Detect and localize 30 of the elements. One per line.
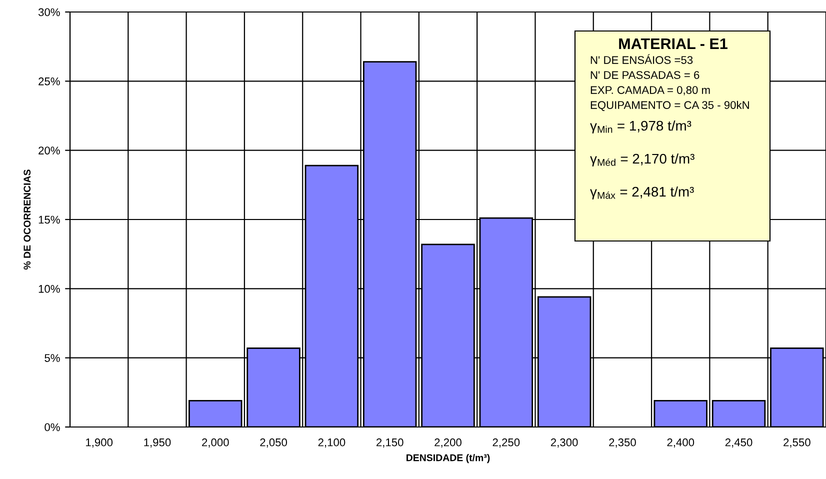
- annotation: N' DE PASSADAS = 6: [590, 71, 700, 79]
- annotation: MATERIAL - E1: [619, 38, 728, 49]
- annotation: γ$_{Máx}$ = 2,481 t/m³: [590, 186, 694, 200]
- x-tick-label: 2,000: [202, 438, 229, 448]
- y-axis-title: % DE OCORRENCIAS: [24, 170, 31, 270]
- x-tick-label: 1,900: [86, 438, 113, 448]
- y-tick-label: 30%: [38, 8, 60, 16]
- x-tick-label: 1,950: [144, 438, 171, 448]
- x-tick-label: 2,100: [318, 438, 346, 448]
- y-tick-label: 10%: [38, 284, 60, 293]
- annotation: N' DE ENSÁIOS =53: [590, 54, 693, 64]
- y-tick-label: 25%: [38, 77, 60, 86]
- annotation: EXP. CAMADA = 0,80 m: [590, 86, 710, 96]
- y-tick-label: 15%: [38, 216, 60, 224]
- x-tick-label: 2,350: [609, 438, 636, 448]
- x-tick-label: 2,300: [550, 438, 578, 448]
- y-tick-label: 0%: [44, 423, 60, 432]
- x-tick-label: 2,050: [260, 438, 288, 448]
- annotation: EQUIPAMENTO = CA 35 - 90kN: [590, 100, 749, 111]
- annotation: γ$_{Méd}$ = 2,170 t/m³: [590, 153, 694, 166]
- x-axis-title: DENSIDADE (t/m³): [406, 454, 490, 464]
- annotation: γ$_{Min}$ = 1,978 t/m³: [590, 120, 692, 134]
- x-tick-label: 2,550: [784, 438, 810, 448]
- y-tick-label: 5%: [44, 354, 60, 362]
- y-tick-label: 20%: [38, 146, 60, 154]
- x-tick-label: 2,450: [725, 438, 752, 448]
- x-tick-label: 2,250: [492, 438, 520, 448]
- x-tick-label: 2,150: [376, 438, 404, 448]
- x-tick-label: 2,400: [667, 438, 694, 448]
- x-tick-label: 2,200: [434, 438, 462, 448]
